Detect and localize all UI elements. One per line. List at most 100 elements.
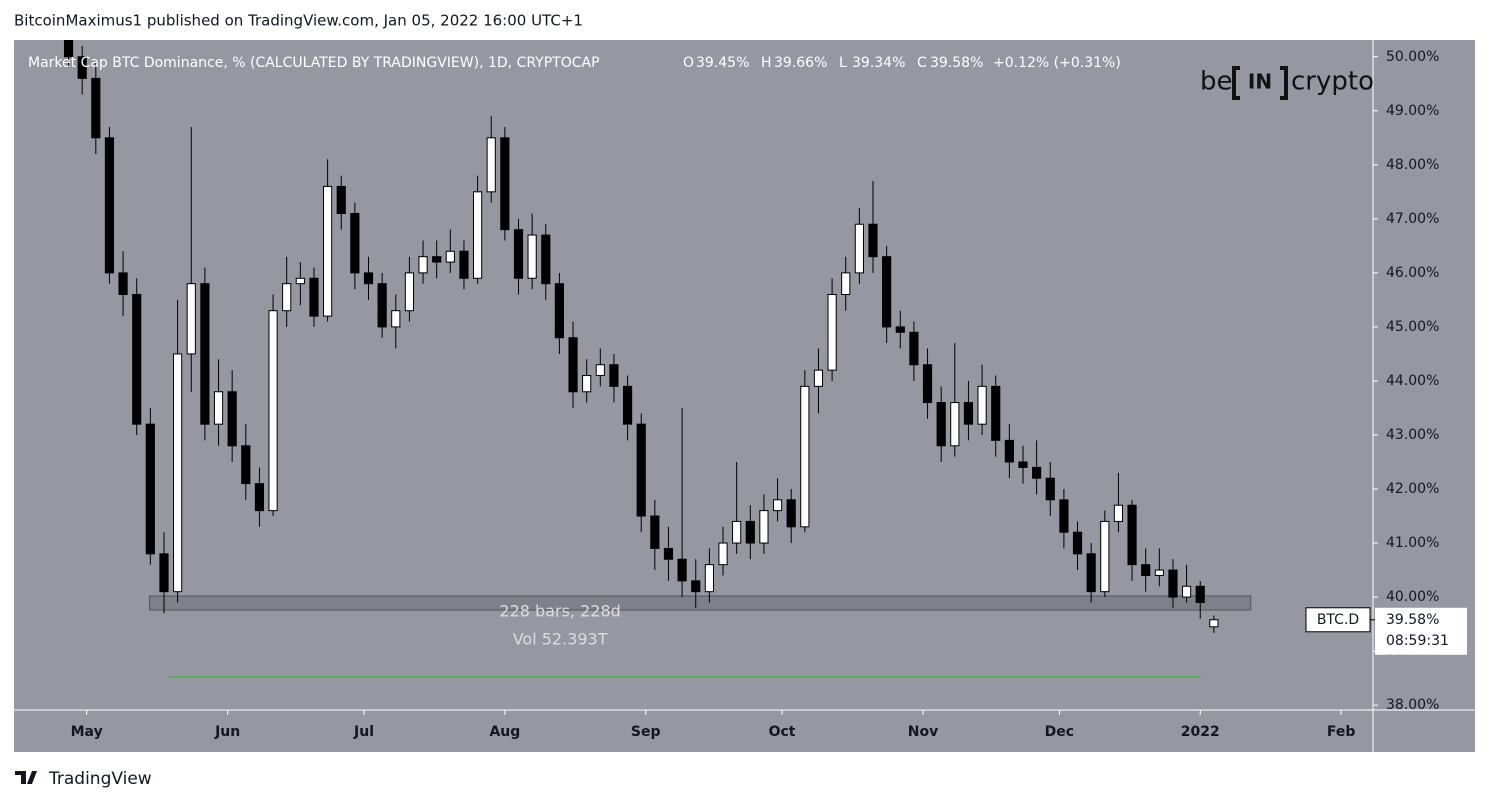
candle-body <box>91 77 101 139</box>
candle-body <box>1195 585 1205 603</box>
logo: be IN crypto <box>1200 66 1374 100</box>
x-tick-label: Jul <box>353 724 374 740</box>
byline: BitcoinMaximus1 published on TradingView… <box>14 12 583 30</box>
y-tick-label: 38.00% <box>1386 697 1439 713</box>
y-tick-label: 42.00% <box>1386 481 1439 497</box>
x-tick-label: Aug <box>489 724 520 740</box>
candle-body <box>268 310 278 512</box>
symbol-box <box>1305 607 1371 633</box>
candle-body <box>459 250 469 279</box>
candle-body <box>1141 564 1151 576</box>
x-tick-label: Sep <box>631 724 661 740</box>
candle-body <box>963 402 974 425</box>
logo-text: IN <box>1248 70 1272 94</box>
legend-value: 39.66% <box>774 55 827 71</box>
y-tick-label: 47.00% <box>1386 211 1439 227</box>
candle-body <box>186 283 196 355</box>
candle-body <box>1004 439 1014 463</box>
price-box <box>1375 607 1467 655</box>
candle-body <box>173 353 183 593</box>
candle-body <box>786 499 796 528</box>
y-tick-label: 45.00% <box>1386 319 1439 335</box>
legend-value: 39.58% <box>930 55 983 71</box>
candle-body <box>200 283 210 425</box>
candle-body <box>1113 504 1124 522</box>
candle-body <box>104 137 115 274</box>
candle-body <box>445 250 455 263</box>
candle-body <box>936 402 946 447</box>
footer-logo <box>15 771 37 784</box>
x-tick-label: Nov <box>908 724 938 740</box>
candle-body <box>609 364 619 387</box>
candle-body <box>213 391 224 425</box>
x-tick-label: Jun <box>214 724 240 740</box>
candle-body <box>1032 466 1042 479</box>
logo-bracket <box>1232 66 1288 100</box>
candle-body <box>909 331 919 366</box>
candle-body <box>759 510 769 544</box>
y-tick-label: 50.00% <box>1386 49 1439 65</box>
measure-label: 228 bars, 228d <box>499 602 620 621</box>
candle-body <box>527 234 537 279</box>
candle-body <box>718 542 728 566</box>
candle-body <box>991 385 1001 441</box>
candle-body <box>1059 499 1069 533</box>
candle-body <box>895 326 905 333</box>
candle-body <box>254 483 265 512</box>
candle-body <box>1182 585 1192 598</box>
candle-body <box>1086 553 1096 593</box>
candle-body <box>977 385 987 425</box>
candle-body <box>472 191 483 279</box>
candle-body <box>309 277 319 317</box>
y-tick-label: 44.00% <box>1386 373 1439 389</box>
candle-body <box>882 256 892 328</box>
candle-body <box>800 385 810 528</box>
candle-body <box>582 375 592 393</box>
candle-body <box>145 423 155 555</box>
symbol-label: BTC.D <box>1317 612 1359 628</box>
candle-body <box>63 40 74 58</box>
y-tick-label: 40.00% <box>1386 589 1439 605</box>
legend-value: 39.34% <box>852 55 905 71</box>
candle-body <box>704 564 714 593</box>
y-tick-label: 41.00% <box>1386 535 1439 551</box>
y-tick-label: 48.00% <box>1386 157 1439 173</box>
candle-body <box>922 364 933 404</box>
chart-background <box>14 40 1475 752</box>
candle-body <box>636 423 646 517</box>
candle-body <box>854 223 864 274</box>
support-zone <box>149 595 1252 611</box>
legend-key: C <box>917 55 927 71</box>
candle-body <box>227 391 237 447</box>
candle-body <box>1045 477 1055 501</box>
candle-body <box>350 212 360 274</box>
logo-text: be <box>1200 67 1233 97</box>
candle-body <box>500 137 510 231</box>
candle-body <box>950 402 960 447</box>
legend-value: 39.45% <box>696 55 749 71</box>
candle-body <box>159 553 169 593</box>
candle-body <box>677 558 687 582</box>
candle-body <box>568 337 578 393</box>
candle-body <box>1168 569 1178 598</box>
price-label: 39.58% <box>1386 612 1439 628</box>
candle-body <box>772 499 783 512</box>
candle-body <box>622 385 633 425</box>
candle-body <box>732 520 742 544</box>
footer: TradingView <box>15 769 152 789</box>
candle-body <box>1154 569 1164 576</box>
y-tick-label: 46.00% <box>1386 265 1439 281</box>
y-tick-label: 49.00% <box>1386 103 1439 119</box>
candle-body <box>1018 461 1028 468</box>
x-tick-label: Oct <box>769 724 796 740</box>
candle-body <box>295 277 305 285</box>
candle-body <box>650 515 660 549</box>
candle-body <box>541 234 551 285</box>
candle-body <box>1072 531 1083 555</box>
footer-brand: TradingView <box>48 769 152 789</box>
candle-body <box>118 272 128 295</box>
plot-area: 228 bars, 228d Vol 52.393T <box>63 40 1252 678</box>
candle-body <box>391 310 401 328</box>
y-tick-label: 43.00% <box>1386 427 1439 443</box>
